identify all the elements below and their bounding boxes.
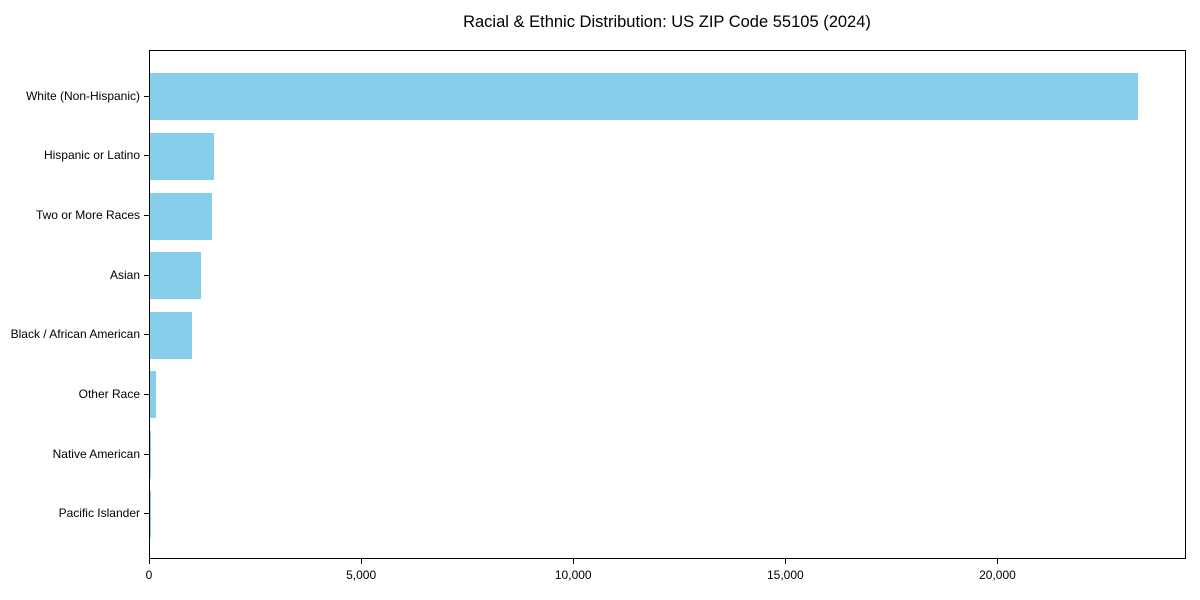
x-tick-label-15-000: 15,000	[766, 568, 804, 582]
y-tick-mark	[144, 215, 149, 216]
plot-area	[149, 50, 1186, 559]
y-tick-label-pacific-islander: Pacific Islander	[58, 506, 140, 521]
y-tick-mark	[144, 393, 149, 395]
chart-title: Racial & Ethnic Distribution: US ZIP Cod…	[463, 13, 871, 31]
y-tick-label-other-race: Other Race	[78, 386, 140, 401]
x-tick-label-20-000: 20,000	[979, 568, 1016, 582]
y-tick-mark	[144, 334, 149, 336]
y-tick-label-native-american: Native American	[52, 446, 140, 461]
bar-asian	[150, 252, 201, 300]
y-tick-mark	[144, 155, 149, 157]
y-tick-label-two-or-more-races: Two or More Races	[35, 208, 140, 222]
y-tick-mark	[144, 513, 149, 515]
bar-white-non-hispanic	[150, 73, 1138, 121]
y-tick-mark	[144, 453, 149, 455]
y-tick-mark	[144, 274, 149, 276]
bar-native-american	[150, 431, 152, 479]
x-tick-mark	[997, 559, 999, 564]
x-tick-mark	[361, 559, 363, 564]
x-tick-label-10-000: 10,000	[554, 568, 592, 582]
x-tick-mark	[785, 559, 787, 564]
x-tick-label-5-000: 5,000	[346, 568, 377, 582]
x-tick-mark	[149, 559, 150, 564]
x-tick-mark	[573, 559, 575, 564]
bar-black-african-american	[150, 311, 192, 359]
x-tick-label-0: 0	[145, 568, 153, 582]
y-tick-label-hispanic-or-latino: Hispanic or Latino	[43, 148, 140, 163]
y-tick-label-white-non-hispanic: White (Non-Hispanic)	[25, 88, 140, 103]
y-tick-mark	[144, 95, 149, 97]
bar-two-or-more-races	[150, 192, 212, 240]
bar-hispanic-or-latino	[150, 132, 215, 180]
bar-other-race	[150, 371, 156, 419]
y-tick-label-asian: Asian	[109, 267, 140, 282]
y-tick-label-black-african-american: Black / African American	[10, 327, 140, 342]
